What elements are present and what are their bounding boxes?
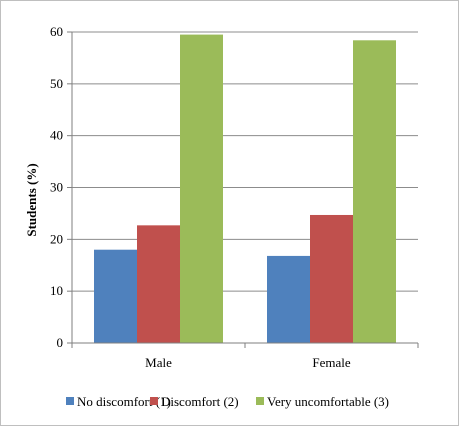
bar [180,34,223,343]
legend-swatch [256,397,264,405]
y-tick-label: 20 [50,231,63,246]
legend-swatch [66,397,74,405]
y-tick-label: 10 [50,283,63,298]
legend: No discomfort (1)Discomfort (2) Very unco… [66,394,389,409]
x-category-label: Female [312,355,350,370]
bar [137,225,180,343]
bar [267,255,310,343]
bars [94,34,396,343]
axes: 0 10 20 30 40 50 60 Male Female [50,24,419,370]
legend-label: Very uncomfortable (3) [267,394,389,409]
bar [353,40,396,343]
y-axis-title: Students (%) [24,163,39,236]
legend-label: No discomfort (1) [77,394,171,409]
bar [310,214,353,343]
y-tick-label: 60 [50,24,63,39]
x-category-label: Male [145,355,172,370]
legend-swatch [150,397,158,405]
bar [94,249,137,343]
legend-label: Discomfort (2) [161,394,239,409]
y-tick-label: 30 [50,180,63,195]
y-tick-label: 50 [50,76,63,91]
y-tick-label: 0 [57,335,64,350]
y-tick-label: 40 [50,128,63,143]
